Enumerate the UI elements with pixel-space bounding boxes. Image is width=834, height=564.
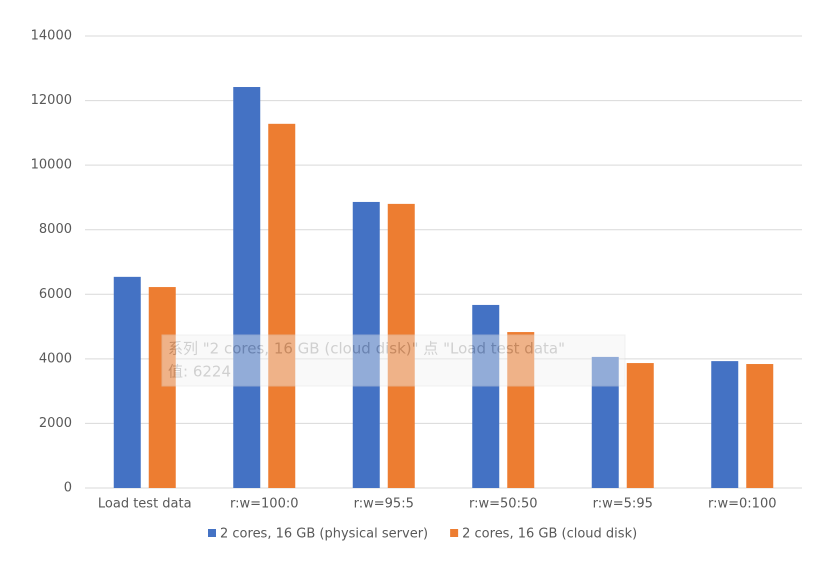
tooltip-line: 系列 "2 cores, 16 GB (cloud disk)" 点 "Load… <box>168 340 565 358</box>
y-tick-label: 8000 <box>39 222 72 237</box>
y-tick-label: 12000 <box>31 93 72 108</box>
legend-swatch <box>450 529 459 537</box>
tooltip-box <box>161 334 626 387</box>
tooltip-line: 值: 6224 <box>168 363 231 381</box>
x-tick-label: r:w=95:5 <box>354 497 414 512</box>
x-tick-label: r:w=0:100 <box>708 497 777 512</box>
legend-label: 2 cores, 16 GB (cloud disk) <box>462 527 637 542</box>
bar <box>387 203 415 488</box>
legend-label: 2 cores, 16 GB (physical server) <box>220 527 428 542</box>
bar <box>591 356 619 488</box>
tooltip: 系列 "2 cores, 16 GB (cloud disk)" 点 "Load… <box>161 334 626 387</box>
bar <box>352 201 380 488</box>
x-tick-label: r:w=50:50 <box>469 497 538 512</box>
y-tick-label: 14000 <box>31 29 72 44</box>
bar <box>746 364 774 488</box>
y-tick-label: 0 <box>64 481 72 496</box>
y-tick-label: 4000 <box>39 351 72 366</box>
legend-swatch <box>208 529 216 537</box>
y-tick-label: 6000 <box>39 287 72 302</box>
bar <box>233 87 261 489</box>
bar <box>711 361 739 488</box>
y-tick-label: 2000 <box>39 416 72 431</box>
bar <box>113 276 141 488</box>
bar <box>626 363 654 488</box>
x-tick-label: r:w=5:95 <box>593 497 653 512</box>
y-tick-label: 10000 <box>31 158 72 173</box>
bar <box>507 332 535 488</box>
bar <box>472 304 500 488</box>
x-tick-label: r:w=100:0 <box>230 497 299 512</box>
bar <box>148 287 176 488</box>
x-tick-label: Load test data <box>98 497 192 512</box>
bar <box>268 123 296 489</box>
